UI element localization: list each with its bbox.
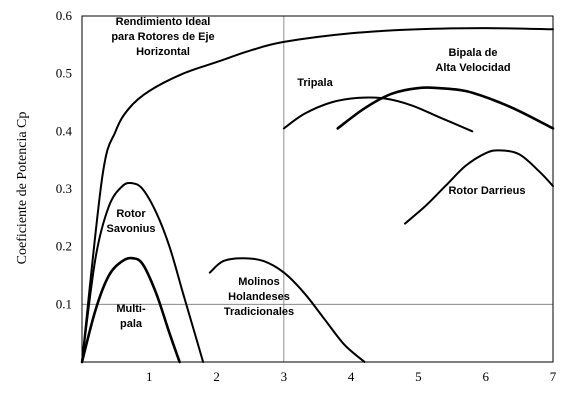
plot-border: [81, 15, 554, 363]
curve-label-line: Tripala: [297, 77, 333, 89]
y-tick-labels: 0.1 0.2 0.3 0.4 0.5 0.6: [56, 8, 73, 311]
curve-label-line: Molinos: [238, 276, 280, 288]
curve-label-line: Alta Velocidad: [435, 62, 510, 74]
curve-label: Molinos Holandeses Tradicionales: [224, 276, 294, 318]
y-tick-label: 0.6: [56, 8, 73, 23]
curve-label-line: Rotor: [116, 208, 146, 220]
x-tick-label: 5: [415, 369, 422, 384]
x-tick-label: 3: [281, 369, 288, 384]
y-tick-label: 0.2: [56, 239, 72, 254]
curve-label-line: Rendimiento Ideal: [116, 16, 211, 28]
curve-label-line: Holandeses: [228, 291, 290, 303]
curve-label-line: Bipala de: [449, 47, 498, 59]
curve-label: Bipala de Alta Velocidad: [435, 47, 510, 74]
curve-label-line: pala: [120, 318, 143, 330]
curve-annotations: Rendimiento Ideal para Rotores de Eje Hori…: [107, 16, 526, 330]
y-tick-label: 0.1: [56, 296, 72, 311]
series-curves: [80, 27, 555, 364]
series-line-5: [336, 86, 555, 130]
series-line-6: [404, 149, 554, 225]
curve-label-line: para Rotores de Eje: [111, 31, 214, 43]
series-line-2: [81, 181, 205, 363]
plot-frame: [81, 15, 554, 363]
curve-label-line: Multi-: [116, 303, 146, 315]
x-tick-label: 4: [348, 369, 355, 384]
curve-label-line: Tradicionales: [224, 306, 294, 318]
curve-label-line: Rotor Darrieus: [448, 185, 525, 197]
curve-label: Rotor Savonius: [107, 208, 156, 235]
curve-label: Multi-pala: [116, 303, 146, 330]
y-tick-label: 0.5: [56, 66, 72, 81]
y-tick-label: 0.3: [56, 181, 72, 196]
curve-label: Tripala: [297, 77, 333, 89]
x-tick-label: 1: [146, 369, 153, 384]
x-tick-label: 2: [213, 369, 220, 384]
x-tick-label: 7: [550, 369, 557, 384]
series-line-3: [208, 257, 366, 363]
series-line-1: [80, 256, 181, 364]
x-tick-label: 6: [482, 369, 489, 384]
curve-label: Rendimiento Ideal para Rotores de Eje Hori…: [111, 16, 214, 58]
x-tick-labels: 1 2 3 4 5 6 7: [146, 369, 557, 384]
y-axis-title: Coeficiente de Potencia Cp: [15, 112, 30, 265]
series-line-0: [81, 27, 554, 363]
series-line-4: [282, 96, 474, 133]
curve-label-line: Horizontal: [136, 46, 190, 58]
curve-label: Rotor Darrieus: [448, 185, 525, 197]
curve-label-line: Savonius: [107, 223, 156, 235]
y-tick-label: 0.4: [56, 123, 73, 138]
